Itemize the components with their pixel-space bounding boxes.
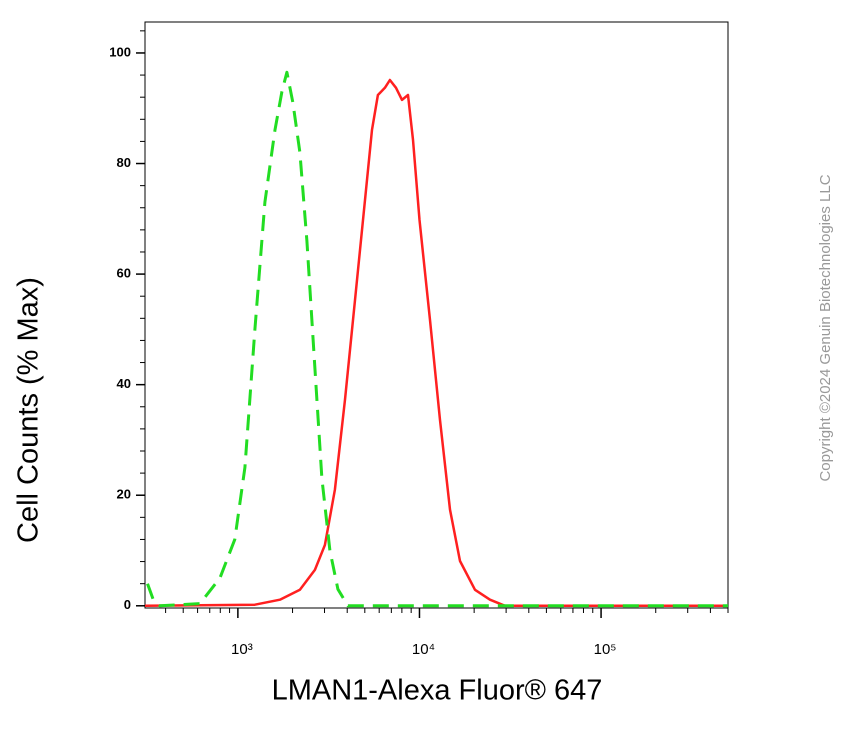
series-line: [144, 78, 728, 608]
y-tick-label: 60: [117, 266, 131, 281]
y-tick-label: 80: [117, 155, 131, 170]
x-axis-label: LMAN1-Alexa Fluor® 647: [272, 675, 603, 707]
y-tick-label: 0: [124, 597, 131, 612]
series-line: [146, 70, 728, 608]
x-tick-label: 10⁴: [412, 641, 435, 658]
y-tick-label: 40: [117, 376, 131, 391]
x-tick-label: 10⁵: [594, 641, 617, 658]
y-axis-label: Cell Counts (% Max): [13, 277, 45, 543]
plot-frame: [144, 21, 729, 609]
y-tick-label: 100: [109, 44, 131, 59]
y-tick-label: 20: [117, 487, 131, 502]
copyright: Copyright ©2024 Genuin Biotechnologies L…: [817, 174, 834, 481]
x-tick-label: 10³: [231, 641, 253, 658]
